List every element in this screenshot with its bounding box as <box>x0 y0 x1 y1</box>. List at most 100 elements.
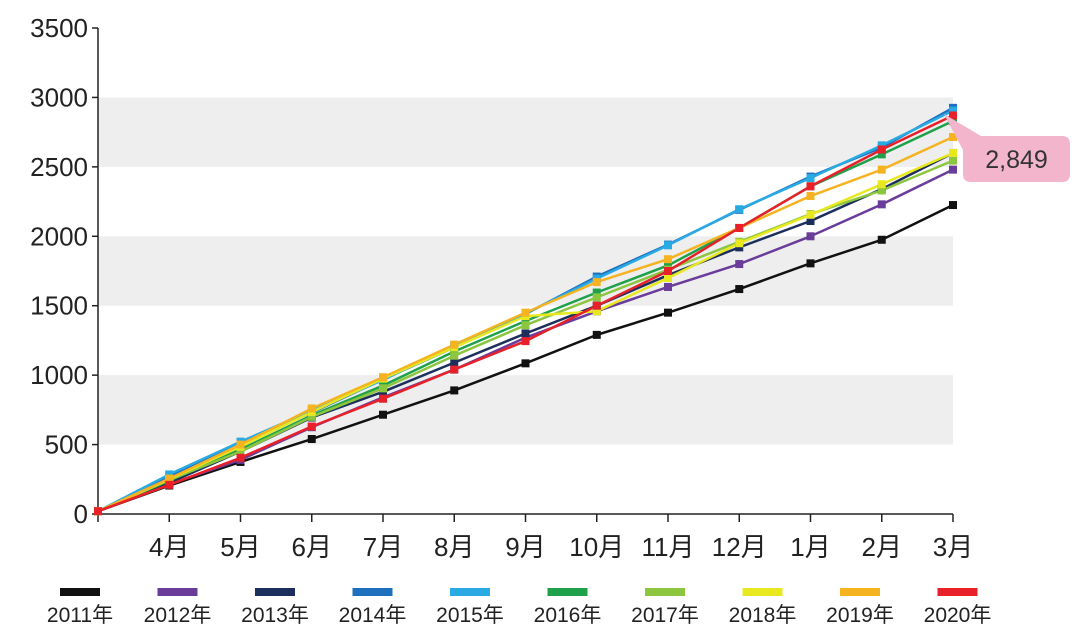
series-points <box>94 103 957 516</box>
legend: 2011年 2012年 2013年 2014年 2015年 2016年 2017年 2018年… <box>47 588 991 627</box>
legend-label: 2014年 <box>339 604 407 627</box>
legend-label: 2020年 <box>924 604 992 627</box>
data-point <box>379 373 387 382</box>
data-point <box>450 340 459 349</box>
y-tick-label: 3000 <box>30 82 88 112</box>
x-tick-label: 9月 <box>505 532 545 562</box>
data-point <box>877 150 886 159</box>
data-point <box>521 359 530 368</box>
data-point <box>521 321 530 330</box>
data-point <box>307 404 316 413</box>
data-point <box>806 210 815 219</box>
data-point <box>877 141 886 150</box>
data-point <box>877 165 886 174</box>
data-point <box>592 330 601 339</box>
data-point <box>592 288 601 297</box>
y-tick-label: 500 <box>45 430 88 460</box>
x-tick-label: 11月 <box>642 532 695 562</box>
x-tick-label: 7月 <box>363 532 403 562</box>
data-point <box>94 507 102 516</box>
data-point <box>307 435 316 444</box>
data-point <box>592 278 601 287</box>
data-point <box>877 200 886 209</box>
grid-band <box>98 375 953 445</box>
legend-swatch <box>450 588 490 596</box>
data-point <box>806 217 815 226</box>
data-point <box>664 308 672 317</box>
data-point <box>949 156 957 165</box>
y-tick-label: 1000 <box>30 360 88 390</box>
data-point <box>379 384 387 393</box>
value-callout: 2,849 <box>944 114 1070 182</box>
data-point <box>877 235 886 244</box>
data-point <box>236 440 245 449</box>
x-tick-label: 8月 <box>434 532 474 562</box>
data-point <box>521 329 530 338</box>
grid-band <box>98 236 953 306</box>
x-tick-label: 12月 <box>712 532 767 562</box>
legend-label: 2018年 <box>729 604 797 627</box>
data-point <box>949 111 957 120</box>
data-point <box>877 186 886 195</box>
data-point <box>307 422 316 431</box>
data-point <box>450 351 459 360</box>
data-point <box>307 412 316 421</box>
data-point <box>735 260 744 269</box>
data-point <box>521 337 530 346</box>
data-point <box>521 316 530 325</box>
data-point <box>379 394 387 403</box>
value-callout-text: 2,849 <box>985 146 1048 174</box>
legend-label: 2011年 <box>47 604 113 627</box>
data-point <box>664 282 672 291</box>
x-tick-label: 1月 <box>790 532 830 562</box>
x-tick-label: 4月 <box>149 532 189 562</box>
data-point <box>735 285 744 294</box>
data-point <box>450 365 459 374</box>
data-point <box>664 273 672 282</box>
y-tick-label: 2500 <box>30 152 88 182</box>
data-point <box>806 173 815 182</box>
legend-label: 2012年 <box>144 604 212 627</box>
legend-swatch <box>255 588 295 596</box>
data-point <box>735 223 744 232</box>
x-tick-label: 2月 <box>862 532 902 562</box>
legend-swatch <box>742 588 783 596</box>
data-point <box>379 410 387 419</box>
data-point <box>949 148 957 157</box>
legend-label: 2013年 <box>241 604 309 627</box>
y-tick-label: 2000 <box>30 221 88 251</box>
data-point <box>877 145 886 154</box>
data-point <box>592 301 601 310</box>
legend-swatch <box>937 588 978 596</box>
data-point <box>806 232 815 241</box>
legend-swatch <box>352 588 393 596</box>
grid-band <box>98 97 953 167</box>
data-point <box>664 241 672 250</box>
data-point <box>949 133 957 142</box>
x-tick-label: 6月 <box>292 532 332 562</box>
legend-label: 2015年 <box>436 604 504 627</box>
data-point <box>450 347 459 356</box>
legend-label: 2019年 <box>826 604 894 627</box>
data-point <box>236 453 245 462</box>
data-point <box>806 259 815 268</box>
data-point <box>735 243 744 252</box>
data-point <box>592 307 601 316</box>
data-point <box>236 447 245 456</box>
data-point <box>806 182 815 191</box>
x-tick-label: 3月 <box>933 532 973 562</box>
data-point <box>165 470 174 479</box>
legend-label: 2017年 <box>631 604 699 627</box>
data-point <box>664 255 672 264</box>
data-point <box>664 261 672 270</box>
data-point <box>165 474 174 483</box>
data-point <box>806 192 815 201</box>
data-point <box>450 386 459 395</box>
x-tick-label: 10月 <box>569 532 624 562</box>
legend-swatch <box>60 588 100 596</box>
data-point <box>450 358 459 367</box>
data-point <box>949 201 957 210</box>
legend-swatch <box>547 588 588 596</box>
